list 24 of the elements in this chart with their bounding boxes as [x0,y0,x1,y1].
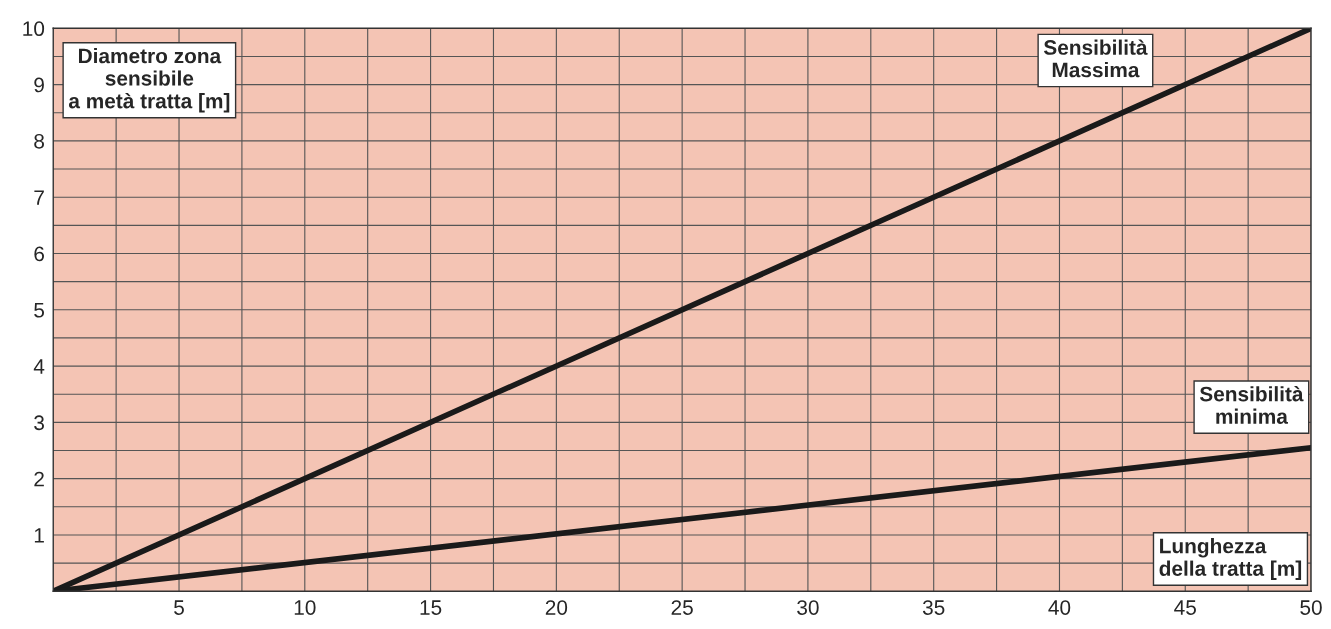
series-label: Sensibilità minima [1199,385,1304,424]
y-tick-label: 10 [23,21,45,37]
x-tick-label: 50 [1300,600,1322,615]
y-tick-label: 2 [34,471,44,487]
x-tick-label: 15 [420,600,442,615]
y-tick-label: 3 [34,415,44,431]
x-tick-label: 5 [174,600,184,615]
x-tick-label: 45 [1174,600,1196,615]
x-tick-label: 40 [1048,600,1071,615]
x-tick-label: 20 [545,600,568,615]
x-tick-label: 10 [294,600,316,615]
y-tick-label: 6 [34,246,44,262]
x-axis-title: Lunghezza della tratta [m] [1159,538,1302,580]
y-tick-label: 4 [33,359,45,374]
y-axis-title: Diametro zona sensibile a metà tratta [m] [68,48,230,113]
y-tick-label: 8 [34,133,44,149]
series-label: Sensibilità Massima [1043,39,1148,78]
x-tick-label: 30 [797,600,819,615]
y-tick-label: 9 [34,77,44,93]
y-tick-label: 7 [34,190,44,205]
x-tick-label: 35 [922,600,945,615]
y-tick-label: 5 [34,303,45,318]
x-tick-label: 25 [671,600,693,615]
y-tick-label: 1 [34,528,44,543]
